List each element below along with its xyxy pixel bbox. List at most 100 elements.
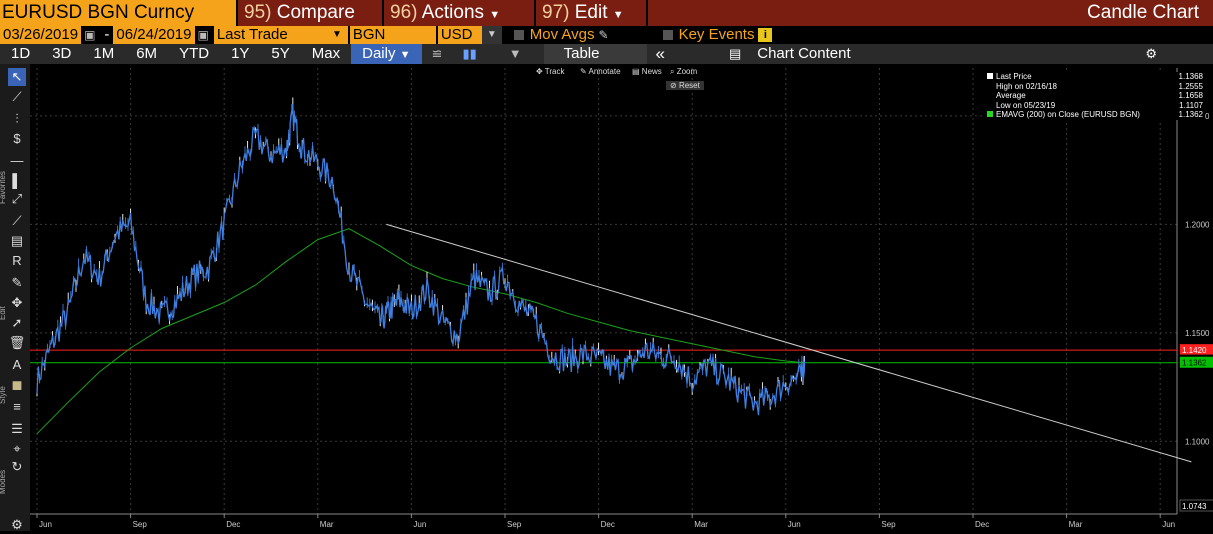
field-select[interactable]: Last Trade ▼	[213, 26, 348, 44]
x-tick-label: Mar	[1069, 520, 1083, 529]
legend-swatch	[987, 73, 993, 79]
table-button[interactable]: Table	[543, 44, 648, 64]
currency-select-value: USD	[440, 26, 473, 43]
x-tick-label: Jun	[413, 520, 426, 529]
move-icon[interactable]: ✥	[11, 295, 23, 310]
crosshair-icon[interactable]: ⌖	[13, 441, 21, 456]
resistance-label: 1.1420	[1182, 346, 1207, 355]
trend-icon[interactable]: ⟋	[12, 213, 22, 228]
retracement-icon[interactable]: R	[12, 253, 22, 268]
zoom-label: Zoom	[676, 67, 698, 76]
period-6m[interactable]: 6M	[136, 45, 158, 62]
calendar-icon-end[interactable]: ▣	[197, 28, 209, 42]
channel-icon[interactable]: ⤢	[11, 191, 23, 206]
pointer-icon[interactable]: ↖	[8, 68, 26, 86]
reset-button[interactable]: ⊘ Reset	[666, 81, 704, 90]
legend-item-label-wrap: Average	[985, 91, 1026, 101]
calendar-icon[interactable]: ▣	[84, 28, 96, 42]
bottom-label: 1.0743	[1182, 502, 1207, 511]
annotate-tool[interactable]: ✎ Annotate	[580, 67, 621, 76]
trash-icon[interactable]: 🗑	[8, 335, 26, 350]
info-icon[interactable]: i	[758, 28, 773, 42]
mov-avgs-label[interactable]: Mov Avgs	[529, 26, 595, 43]
period-ytd[interactable]: YTD	[179, 45, 210, 62]
key-events-checkbox[interactable]	[662, 30, 673, 40]
compare-label: Compare	[276, 2, 355, 23]
news-tool[interactable]: ▤ News	[632, 67, 662, 76]
price-chart[interactable]: Jun Sep Dec Mar Jun Sep Dec Mar Jun Sep Dec Mar Jun 1…	[30, 64, 1213, 531]
legend-swatch	[987, 111, 993, 117]
pencil-icon[interactable]: ✎	[598, 28, 609, 42]
refresh-icon[interactable]: ↻	[11, 459, 23, 474]
legend-item: Average 1.1658	[985, 91, 1205, 101]
fib-icon[interactable]: ⫶	[15, 111, 19, 126]
key-events-label[interactable]: Key Events	[678, 26, 755, 43]
chart-type-dropdown-icon[interactable]: ▼	[508, 46, 522, 61]
mov-avgs-checkbox[interactable]	[513, 30, 524, 40]
edit-label: Edit	[574, 2, 608, 23]
edit-dropdown-icon: ▼	[612, 9, 624, 21]
candle-chart-icon[interactable]: ▮▮	[462, 46, 477, 61]
edit-tab[interactable]: 97) Edit ▼	[536, 0, 646, 26]
support-label-bg	[1180, 356, 1213, 368]
y-tick-label: 1.1000	[1185, 437, 1210, 446]
legend-value: 1.1107	[1179, 100, 1203, 110]
legend-label: EMAVG (200) on Close (EURUSD BGN)	[996, 110, 1140, 119]
period-max[interactable]: Max	[311, 45, 341, 62]
actions-tab[interactable]: 96) Actions ▼	[384, 0, 534, 26]
source-select[interactable]: BGN	[349, 26, 436, 44]
period-bar: 1D 3D 1M 6M YTD 1Y 5Y Max Daily ▼ ≌ ▮▮ ▼…	[0, 44, 1213, 64]
x-tick-label: Sep	[881, 520, 896, 529]
legend-item: EMAVG (200) on Close (EURUSD BGN) 1.1362	[985, 110, 1205, 120]
period-3d[interactable]: 3D	[52, 45, 72, 62]
color-swatch-icon[interactable]: ■	[11, 375, 23, 395]
line-width-icon[interactable]: ☰	[11, 421, 23, 436]
line-style-icon[interactable]: ≡	[13, 399, 21, 414]
price-line	[36, 103, 806, 416]
pen-icon[interactable]: ✎	[11, 275, 23, 290]
end-date-input[interactable]: 06/24/2019	[113, 26, 195, 44]
chart-type-title: Candle Chart	[648, 0, 1213, 26]
legend-swatch	[987, 92, 993, 98]
track-icon: ✥	[536, 67, 543, 76]
band-icon[interactable]: ▤	[10, 233, 24, 248]
y-tick-label: 1.2000	[1185, 220, 1210, 229]
legend-item: Low on 05/23/19 1.1107	[985, 101, 1205, 111]
x-tick-label: Mar	[320, 520, 334, 529]
header-bar: EURUSD BGN Curncy 95) Compare 96) Action…	[0, 0, 1213, 26]
period-1m[interactable]: 1M	[93, 45, 115, 62]
frequency-value: Daily	[362, 45, 396, 62]
line-draw-icon[interactable]: ⟋	[12, 89, 22, 104]
line-chart-icon[interactable]: ≌	[431, 46, 443, 61]
track-tool[interactable]: ✥ Track	[536, 67, 564, 76]
chart-content-label[interactable]: Chart Content	[745, 44, 1146, 64]
field-select-value: Last Trade	[216, 26, 288, 43]
x-tick-label: Sep	[133, 520, 148, 529]
compare-tab[interactable]: 95) Compare	[238, 0, 382, 26]
horizontal-line-icon[interactable]: —	[10, 153, 24, 168]
y-tick-label: 1.1500	[1185, 329, 1210, 338]
dollar-icon[interactable]: $	[13, 131, 21, 146]
vertical-bars-icon[interactable]: ▌	[12, 173, 22, 188]
period-1d[interactable]: 1D	[11, 45, 31, 62]
legend-label: High on 02/16/18	[996, 81, 1057, 91]
period-1y[interactable]: 1Y	[231, 45, 250, 62]
gear-icon[interactable]: ⚙	[1145, 46, 1157, 61]
start-date-input[interactable]: 03/26/2019	[0, 26, 82, 44]
legend-value: 1.2555	[1178, 81, 1203, 91]
settings-icon[interactable]: ⚙	[11, 517, 23, 532]
collapse-icon[interactable]: «	[655, 44, 665, 63]
zoom-tool[interactable]: ⌕ Zoom	[670, 67, 697, 77]
text-icon[interactable]: A	[12, 357, 22, 372]
reset-label: Reset	[678, 81, 700, 90]
period-5y[interactable]: 5Y	[271, 45, 290, 62]
legend-value: 1.1362	[1178, 110, 1203, 119]
currency-dropdown-icon[interactable]: ▼	[481, 26, 502, 44]
ticker-field[interactable]: EURUSD BGN Curncy	[0, 0, 236, 26]
support-label: 1.1362	[1182, 359, 1207, 368]
currency-select[interactable]: USD	[437, 26, 482, 44]
frequency-select[interactable]: Daily ▼	[351, 44, 422, 64]
legend-item-label-wrap: High on 02/16/18	[985, 82, 1057, 92]
select-arrow-icon[interactable]: ➚	[11, 315, 23, 330]
actions-label: Actions	[421, 2, 485, 23]
